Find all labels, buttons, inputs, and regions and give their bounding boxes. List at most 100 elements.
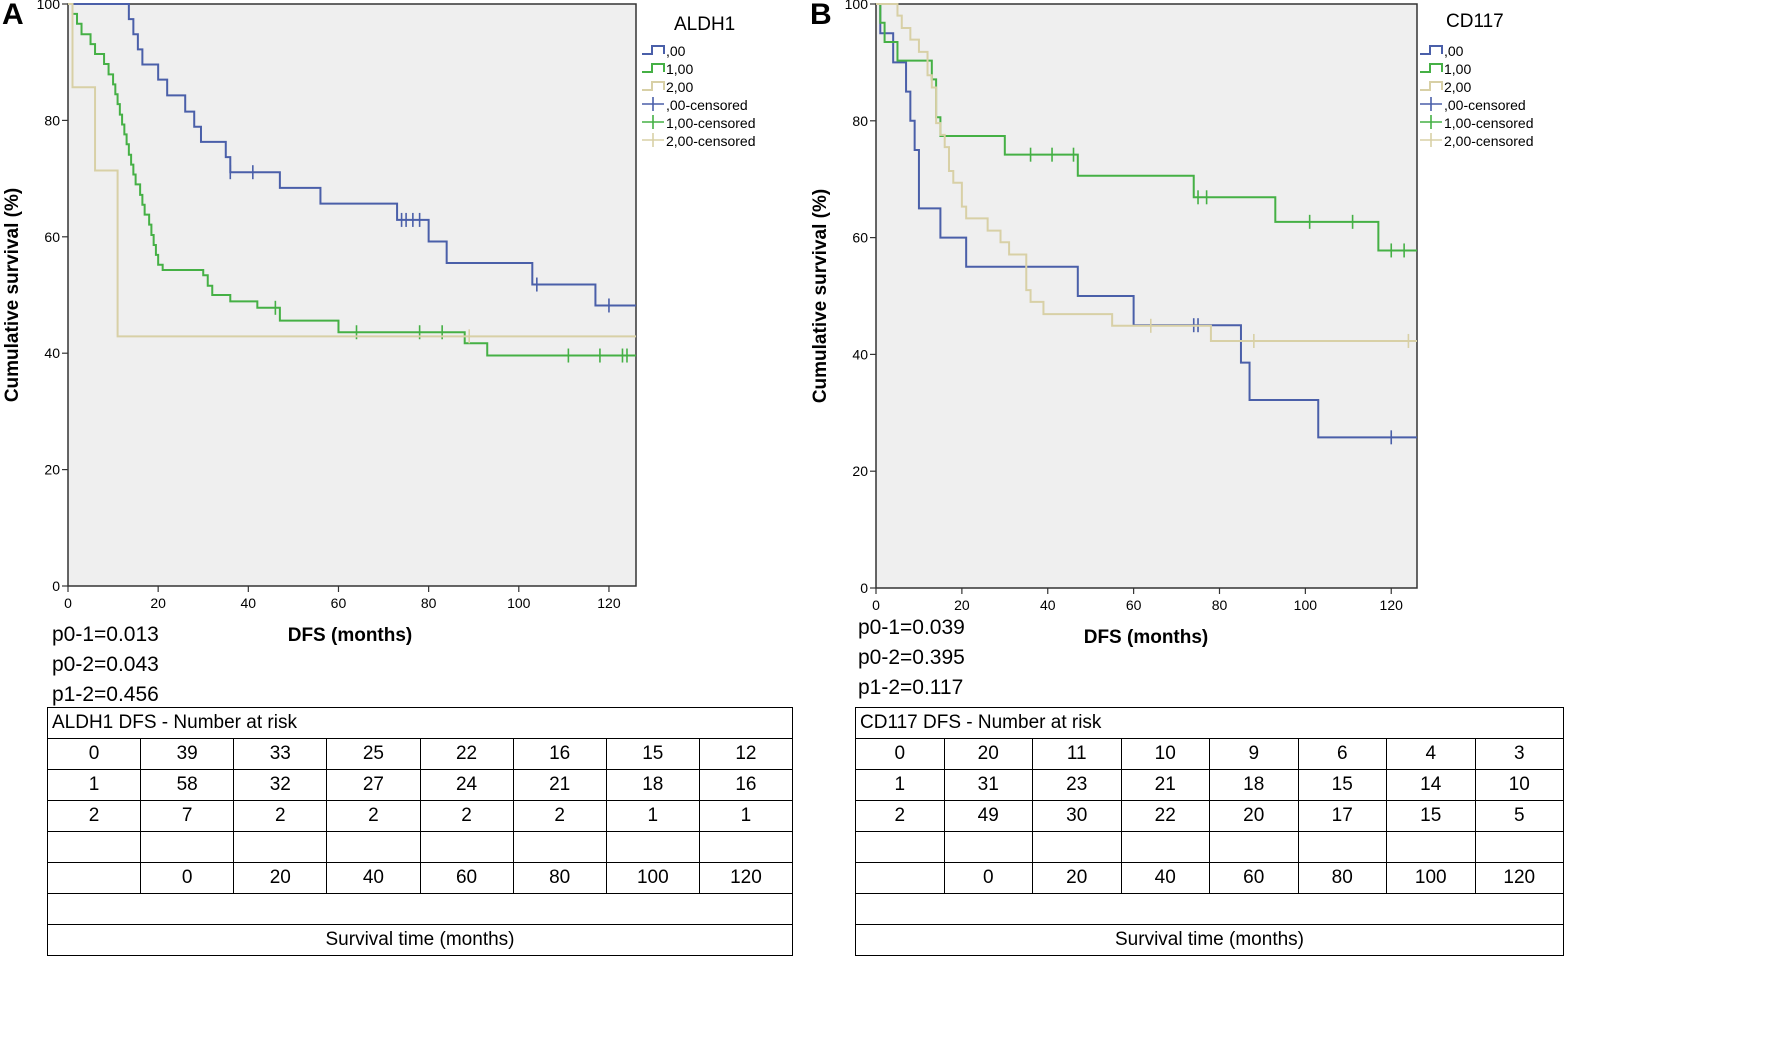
risk-row: 1 58 32 27 24 21 18 16	[46, 769, 794, 801]
risk-cell: 9	[1209, 738, 1299, 770]
legend-label: 2,00	[1444, 79, 1471, 95]
risk-row	[855, 831, 1564, 863]
risk-cell: 7	[140, 800, 235, 832]
legend-symbol	[1420, 81, 1443, 91]
risk-cell: 120	[1474, 862, 1564, 894]
risk-cell: 17	[1297, 800, 1387, 832]
y-tick-label: 0	[52, 578, 60, 594]
risk-cell: 2	[419, 800, 514, 832]
x-axis-label: DFS (months)	[1084, 627, 1209, 648]
panel-letter: A	[2, 0, 24, 31]
risk-cell: 25	[326, 738, 421, 770]
y-tick-label: 80	[852, 113, 868, 129]
risk-row: 0 39 33 25 22 16 15 12	[46, 738, 794, 770]
y-tick-label: 100	[845, 0, 869, 12]
risk-cell: 2	[233, 800, 328, 832]
x-tick-label: 40	[241, 595, 257, 611]
risk-cell	[1297, 831, 1387, 863]
risk-cell: 0	[943, 862, 1033, 894]
chart-title: ALDH1	[674, 14, 735, 35]
risk-cell	[1209, 831, 1299, 863]
risk-cell: 18	[605, 769, 700, 801]
risk-cell	[698, 831, 794, 863]
risk-cell: 2	[326, 800, 421, 832]
risk-cell: 10	[1474, 769, 1564, 801]
risk-cell: 31	[943, 769, 1033, 801]
risk-cell: 22	[1120, 800, 1210, 832]
legend-label: 1,00	[1444, 61, 1471, 77]
km-curve-2	[876, 3, 1417, 342]
pvalue: p0-2=0.395	[858, 646, 965, 669]
risk-cell: 58	[140, 769, 235, 801]
km-curve-2	[68, 3, 636, 338]
risk-table-blank	[855, 893, 1564, 925]
legend-label: 2,00-censored	[666, 133, 756, 149]
km-chart-b: B 0 20 40 60 80 100 0 20 40 60 80 100 120 Cumulative s…	[810, 0, 1534, 648]
risk-row: 0 20 40 60 80 100 120	[46, 862, 794, 894]
risk-cell: 24	[419, 769, 514, 801]
risk-cell: 15	[1386, 800, 1476, 832]
risk-cell	[46, 862, 142, 894]
legend-label: 2,00	[666, 79, 693, 95]
x-tick-label: 60	[331, 595, 347, 611]
risk-cell	[140, 831, 235, 863]
y-tick-label: 0	[860, 580, 868, 596]
risk-cell	[419, 831, 514, 863]
pvalue-1-2: p1-2=0.456	[52, 683, 159, 706]
risk-cell: 2	[855, 800, 945, 832]
risk-cell: 18	[1209, 769, 1299, 801]
risk-cell: 30	[1032, 800, 1122, 832]
risk-cell	[855, 831, 945, 863]
legend-label: 1,00-censored	[1444, 115, 1534, 131]
risk-cell	[326, 831, 421, 863]
risk-cell: 60	[1209, 862, 1299, 894]
risk-cell: 20	[1209, 800, 1299, 832]
x-tick-label: 20	[150, 595, 166, 611]
risk-cell: 40	[1120, 862, 1210, 894]
legend-symbol	[1420, 45, 1443, 55]
risk-cell: 1	[698, 800, 794, 832]
risk-cell: 1	[855, 769, 945, 801]
risk-cell: 49	[943, 800, 1033, 832]
km-curve-0	[876, 3, 1417, 439]
risk-table-title: CD117 DFS - Number at risk	[855, 707, 1564, 739]
panel-b: B 0 20 40 60 80 100 0 20 40 60 80 100 120 Cumulative s…	[810, 0, 1771, 1053]
x-tick-label: 40	[1040, 597, 1056, 613]
risk-table-title: ALDH1 DFS - Number at risk	[47, 707, 793, 739]
risk-table-footer: Survival time (months)	[47, 924, 793, 956]
risk-cell	[855, 862, 945, 894]
legend-label: ,00	[1444, 43, 1464, 59]
y-axis-label: Cumulative survival (%)	[810, 189, 831, 403]
legend-symbol	[642, 45, 665, 55]
y-tick-label: 60	[44, 229, 60, 245]
x-tick-label: 120	[597, 595, 621, 611]
y-tick-label: 60	[852, 230, 868, 246]
risk-cell: 0	[140, 862, 235, 894]
legend-label: 2,00-censored	[1444, 133, 1534, 149]
y-tick-label: 40	[44, 345, 60, 361]
panel-a: A 0 20 40 60 80 100 0 20 40 60 80 100 120 Cumulative s…	[0, 0, 885, 1053]
risk-cell: 32	[233, 769, 328, 801]
pvalue-0-1: p0-1=0.013	[52, 623, 159, 646]
x-axis-label: DFS (months)	[288, 625, 413, 646]
risk-cell	[1120, 831, 1210, 863]
risk-cell: 120	[698, 862, 794, 894]
risk-row: 0 20 11 10 9 6 4 3	[855, 738, 1564, 770]
panel-letter: B	[810, 0, 832, 31]
risk-row	[46, 831, 794, 863]
risk-cell: 23	[1032, 769, 1122, 801]
risk-cell: 16	[512, 738, 607, 770]
risk-cell: 27	[326, 769, 421, 801]
risk-cell: 15	[1297, 769, 1387, 801]
risk-cell: 0	[855, 738, 945, 770]
x-tick-label: 100	[1294, 597, 1318, 613]
risk-cell: 20	[1032, 862, 1122, 894]
plot-area	[67, 3, 637, 587]
risk-cell: 80	[1297, 862, 1387, 894]
y-tick-label: 80	[44, 112, 60, 128]
x-tick-label: 100	[507, 595, 531, 611]
risk-cell: 6	[1297, 738, 1387, 770]
risk-cell: 14	[1386, 769, 1476, 801]
legend-label: ,00-censored	[1444, 97, 1526, 113]
